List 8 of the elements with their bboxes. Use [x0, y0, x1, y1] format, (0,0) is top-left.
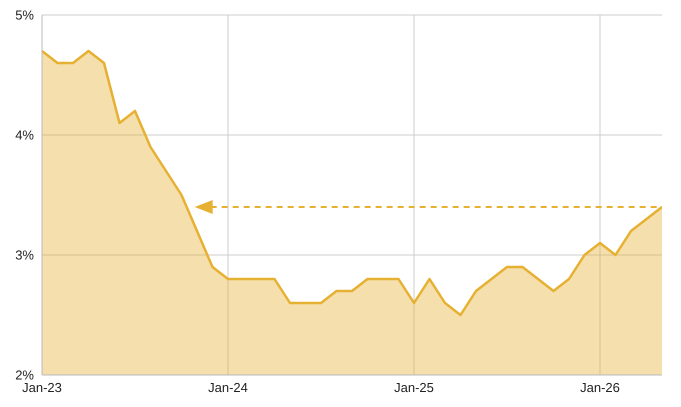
y-tick-label: 4% [15, 128, 34, 143]
x-tick-label: Jan-25 [394, 380, 434, 396]
x-tick-label: Jan-26 [580, 380, 620, 396]
x-tick-label: Jan-23 [22, 380, 62, 396]
y-tick-label: 3% [15, 248, 34, 263]
x-tick-label: Jan-24 [208, 380, 248, 396]
y-tick-label: 5% [15, 8, 34, 23]
y-tick-label: 2% [15, 368, 34, 383]
